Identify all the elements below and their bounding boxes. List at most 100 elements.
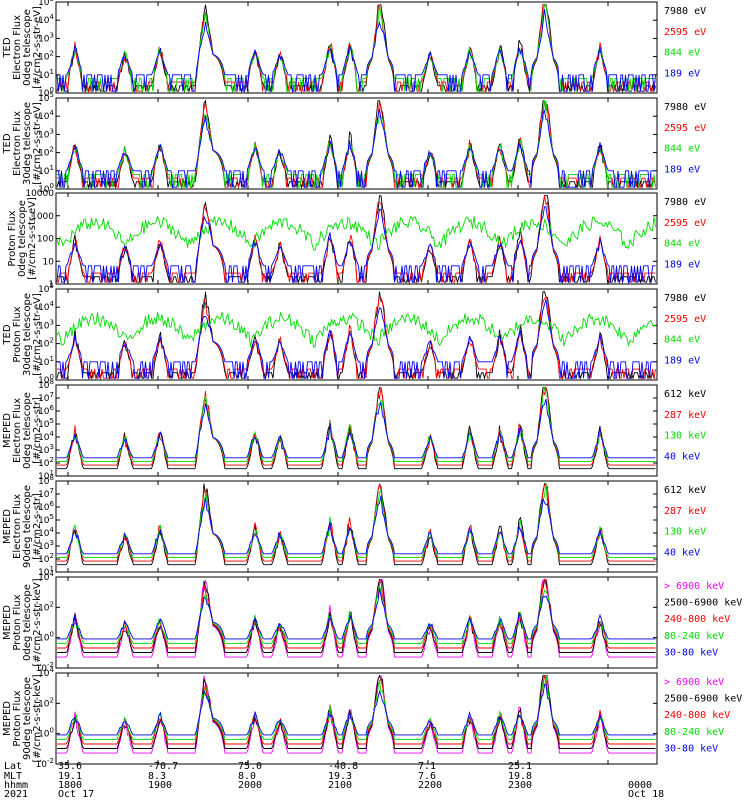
footer-row-label: MLT <box>4 771 22 782</box>
y-tick-label: 104 <box>38 13 54 26</box>
footer-mlt: 8.0 <box>238 771 256 782</box>
y-axis-label: TED Proton Flux 30deg telescope [#/cm2-s-st… <box>2 293 43 376</box>
y-axis-label-line: 0deg telescope <box>22 9 33 86</box>
legend-entry: 612 keV <box>664 389 706 400</box>
y-tick-label: 106 <box>38 500 54 513</box>
data-traces <box>57 482 656 566</box>
legend-entry: 2500-6900 keV <box>664 598 742 609</box>
y-tick-label: 1000 <box>31 212 54 222</box>
y-axis-label: TED Electron Flux 0deg telescope [#/cm2-s-s… <box>2 6 43 89</box>
y-axis-label-line: TED <box>2 324 13 345</box>
series-trace-green <box>56 215 656 251</box>
legend-entry: 844 eV <box>664 48 700 59</box>
y-tick-label: 102 <box>38 337 54 350</box>
footer-row-label: 2021 <box>4 789 28 800</box>
y-tick-label: 104 <box>38 300 54 313</box>
legend-entry: 612 keV <box>664 485 706 496</box>
legend-entry: 2595 eV <box>664 123 706 134</box>
footer-lat: 7.1 <box>418 761 436 772</box>
data-traces <box>56 195 656 284</box>
series-trace-black <box>57 578 656 653</box>
y-tick-label: 101 <box>38 469 54 482</box>
footer-hhmm: 1900 <box>148 780 172 791</box>
panel-frame <box>55 384 658 477</box>
legend-entry: 189 eV <box>664 164 700 175</box>
y-tick-label: 104 <box>38 570 54 583</box>
y-axis-label: Proton Flux 0deg telescope [#/cm2-s-str-eV… <box>7 197 38 280</box>
y-axis-label: MEPED Proton Flux 90deg telescope [#/cm2-s-… <box>2 674 43 762</box>
y-axis-label-line: TED <box>2 133 13 154</box>
legend-entry: 80-240 keV <box>664 727 724 738</box>
y-tick-label: 103 <box>38 443 54 456</box>
y-axis-label-line: 30deg telescope <box>22 102 33 185</box>
y-tick-label: 102 <box>38 146 54 159</box>
legend-entry: 7980 eV <box>664 6 706 17</box>
y-tick-label: 10000 <box>25 189 54 199</box>
y-tick-label: 104 <box>38 430 54 443</box>
y-tick-label: 1 <box>48 280 54 290</box>
y-axis-label-line: Electron Flux <box>12 111 23 176</box>
y-tick-label: 104 <box>38 526 54 539</box>
y-tick-label: 10-2 <box>36 757 54 770</box>
panel-frame <box>55 288 658 381</box>
footer-hhmm: 2100 <box>328 780 352 791</box>
series-trace-green <box>57 585 656 644</box>
y-tick-label: 104 <box>38 666 54 679</box>
y-tick-label: 102 <box>38 696 54 709</box>
y-tick-label: 100 <box>37 235 54 245</box>
y-tick-label: 105 <box>38 91 54 104</box>
y-tick-label: 100 <box>38 631 54 644</box>
y-axis-label: MEPED Proton Flux 0deg telescope [#/cm2-s-s… <box>2 578 43 666</box>
y-tick-label: 10 <box>43 257 55 267</box>
y-tick-label: 100 <box>38 86 54 99</box>
y-tick-label: 103 <box>38 31 54 44</box>
y-axis-label: TED Electron Flux 30deg telescope [#/cm2-s-… <box>2 102 43 185</box>
y-tick-label: 100 <box>38 182 54 195</box>
footer-mlt: 8.3 <box>148 771 166 782</box>
panel-frame <box>55 1 658 94</box>
y-tick-label: 10-2 <box>36 661 54 674</box>
panel-frame <box>55 97 658 190</box>
y-tick-label: 102 <box>38 456 54 469</box>
y-axis-label-line: MEPED <box>2 509 13 544</box>
y-axis-label-line: Electron Flux <box>12 494 23 559</box>
legend-entry: 844 eV <box>664 144 700 155</box>
legend-entry: 240-800 keV <box>664 614 730 625</box>
y-axis-label-line: 30deg telescope <box>22 293 33 376</box>
footer-lat: 25.1 <box>508 761 532 772</box>
y-tick-label: 100 <box>38 727 54 740</box>
data-traces <box>57 386 656 470</box>
legend-entry: 189 eV <box>664 259 700 270</box>
y-axis-label-line: MEPED <box>2 413 13 448</box>
y-axis-label: MEPED Electron Flux 0deg telescope [#/cm2-s… <box>2 392 43 469</box>
series-trace-blue <box>57 683 656 736</box>
footer-lat: -70.7 <box>148 761 178 772</box>
legend-entry: 287 keV <box>664 410 706 421</box>
footer-hhmm: 1800 <box>58 780 82 791</box>
legend-entry: 130 keV <box>664 527 706 538</box>
y-tick-label: 104 <box>38 109 54 122</box>
legend-entry: 30-80 keV <box>664 647 718 658</box>
legend-entry: 844 eV <box>664 335 700 346</box>
series-trace-blue <box>56 206 656 283</box>
footer-hhmm: 2200 <box>418 780 442 791</box>
footer-row-label: Lat <box>4 761 22 772</box>
footer-hhmm: 2000 <box>238 780 262 791</box>
y-axis-label-line: Electron Flux <box>12 398 23 463</box>
y-tick-label: 101 <box>38 68 54 81</box>
y-axis-label-line: [#/cm2-s-str-eV] <box>27 197 38 280</box>
footer-mlt: 19.1 <box>58 771 82 782</box>
y-tick-label: 102 <box>38 600 54 613</box>
series-trace-green <box>57 99 656 188</box>
legend-entry: 40 keV <box>664 547 700 558</box>
y-axis-label-line: 90deg telescope <box>22 677 33 760</box>
y-tick-label: 105 <box>38 282 54 295</box>
legend-entry: 7980 eV <box>664 293 706 304</box>
y-tick-label: 107 <box>38 391 54 404</box>
y-axis-label-line: 90deg telescope <box>22 485 33 568</box>
y-tick-label: 108 <box>38 378 54 391</box>
